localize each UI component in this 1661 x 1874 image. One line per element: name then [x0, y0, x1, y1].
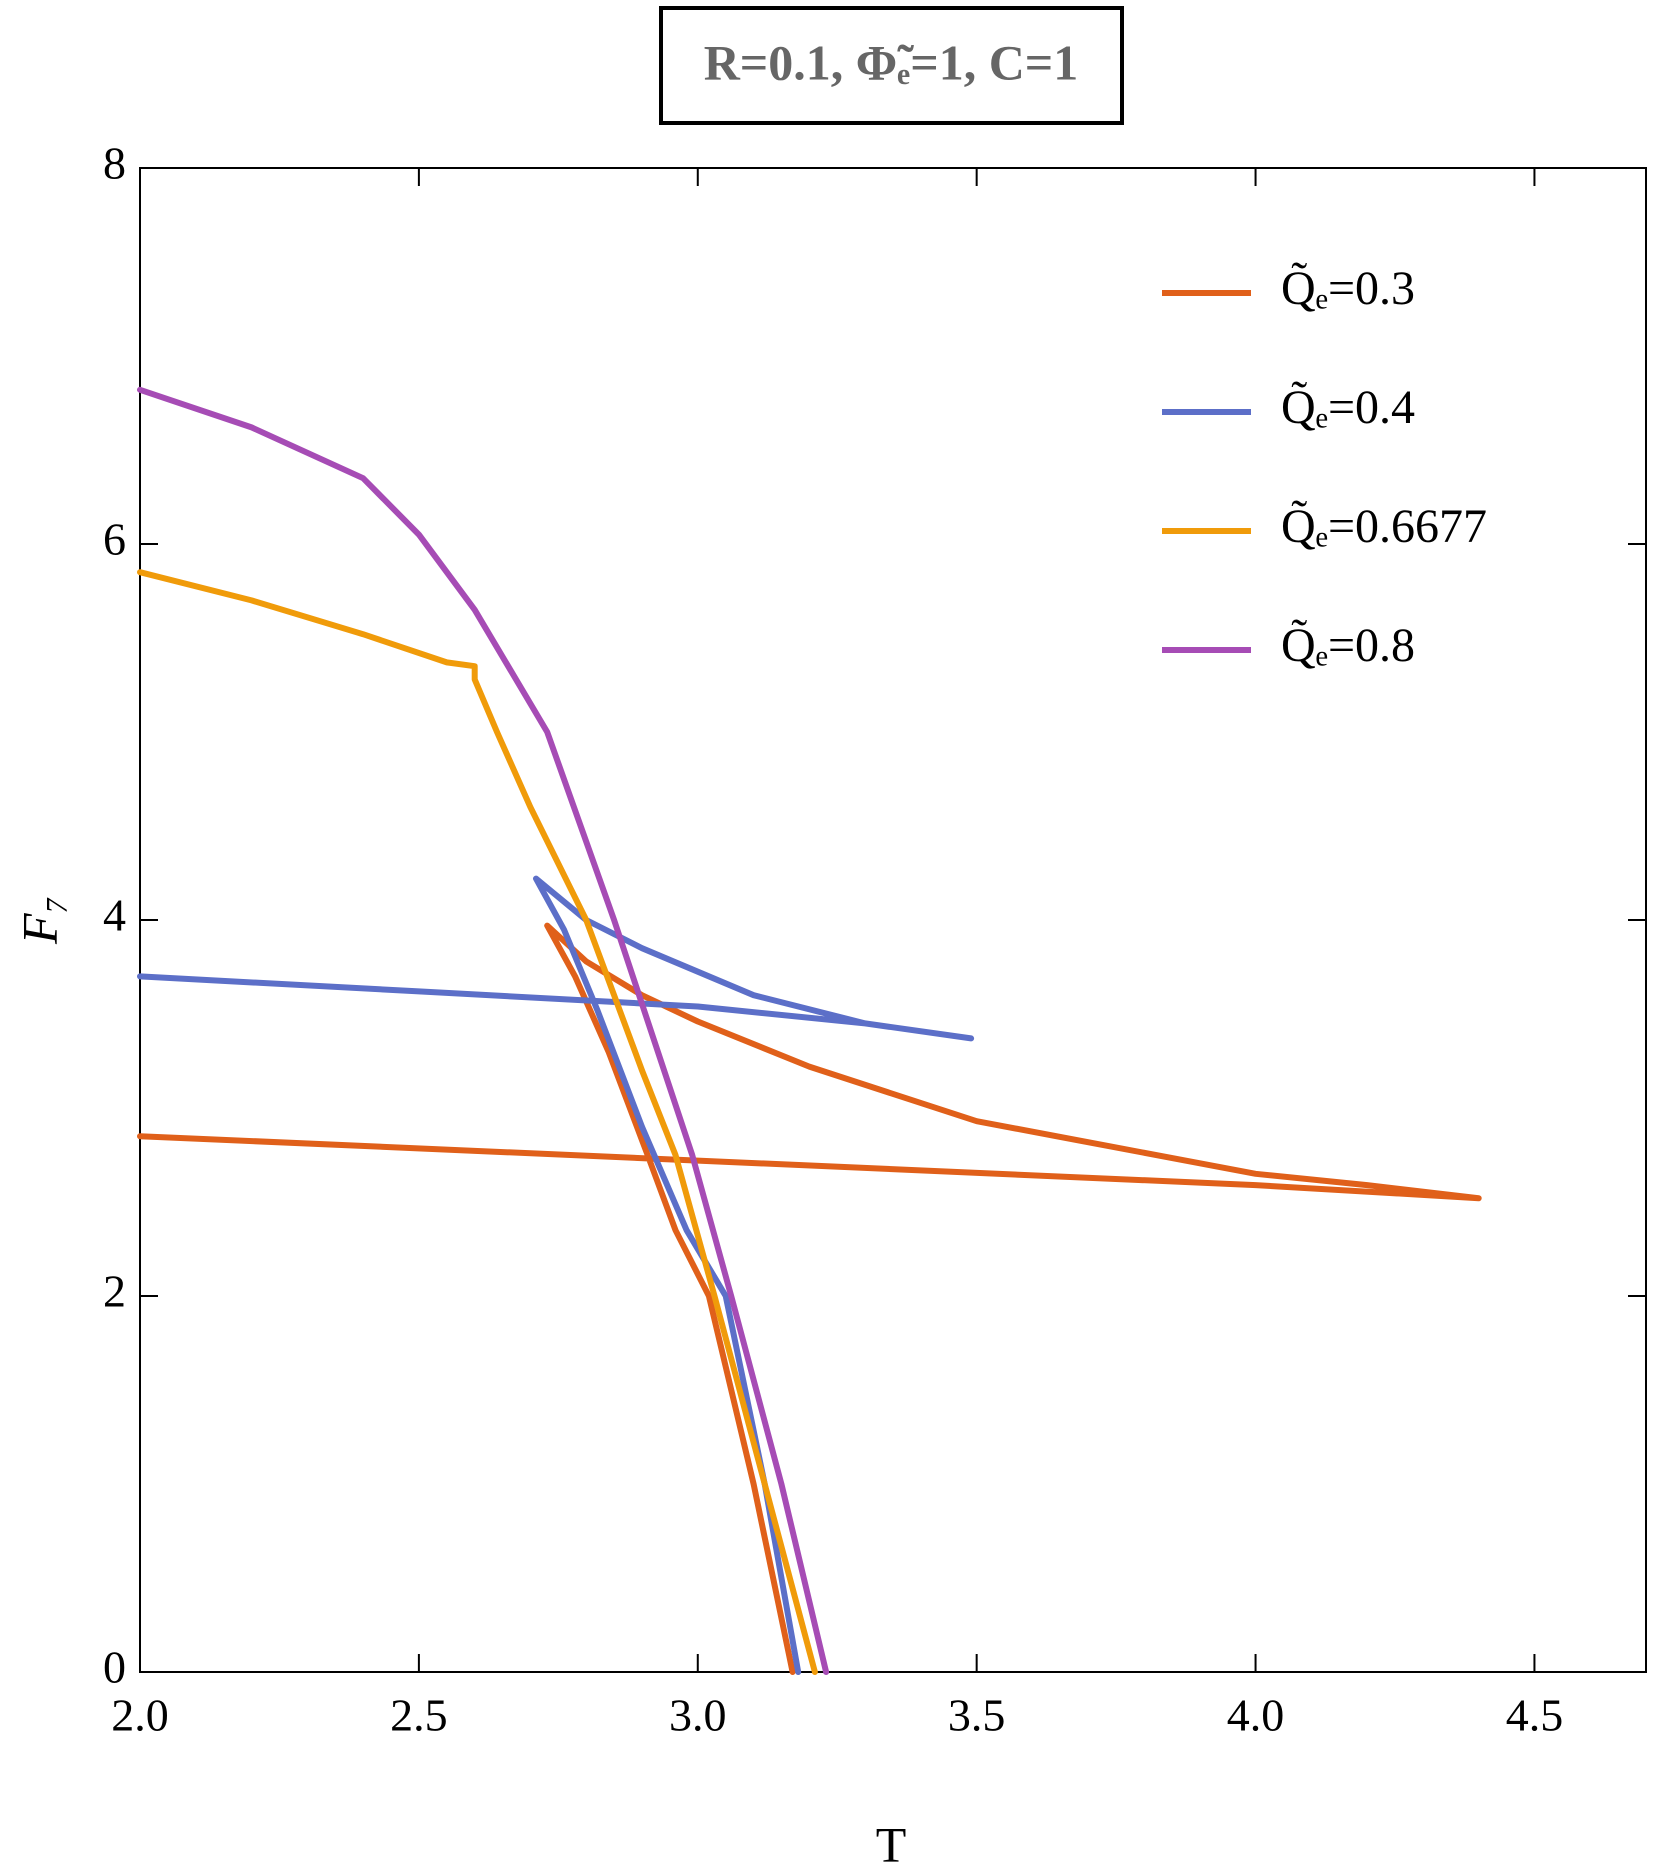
legend-label: Q̃ₑ=0.4 [1281, 380, 1415, 434]
x-tick-label: 2.5 [390, 1690, 448, 1741]
y-tick-label: 2 [103, 1266, 126, 1317]
legend-label: Q̃ₑ=0.8 [1281, 618, 1415, 672]
x-tick-label: 2.0 [111, 1690, 169, 1741]
chart-title: R=0.1, Φ̃ₑ=1, C=1 [704, 34, 1079, 90]
title-box [659, 6, 1124, 125]
y-tick-label: 0 [103, 1642, 126, 1693]
x-axis-label: T [876, 1816, 907, 1872]
x-tick-label: 4.0 [1227, 1690, 1285, 1741]
plot-frame [139, 167, 1647, 1673]
y-axis-label: F₇ [11, 896, 67, 945]
series-line [137, 922, 1482, 1675]
x-tick-label: 3.5 [948, 1690, 1006, 1741]
series-line [137, 386, 830, 1675]
y-tick-label: 4 [103, 890, 126, 941]
x-tick-label: 4.5 [1506, 1690, 1564, 1741]
series-line [137, 875, 975, 1675]
legend-label: Q̃ₑ=0.6677 [1281, 499, 1487, 553]
y-tick-label: 6 [103, 514, 126, 565]
legend-label: Q̃ₑ=0.3 [1281, 261, 1415, 315]
x-tick-label: 3.0 [669, 1690, 727, 1741]
y-tick-label: 8 [103, 138, 126, 189]
series-line [137, 569, 818, 1675]
